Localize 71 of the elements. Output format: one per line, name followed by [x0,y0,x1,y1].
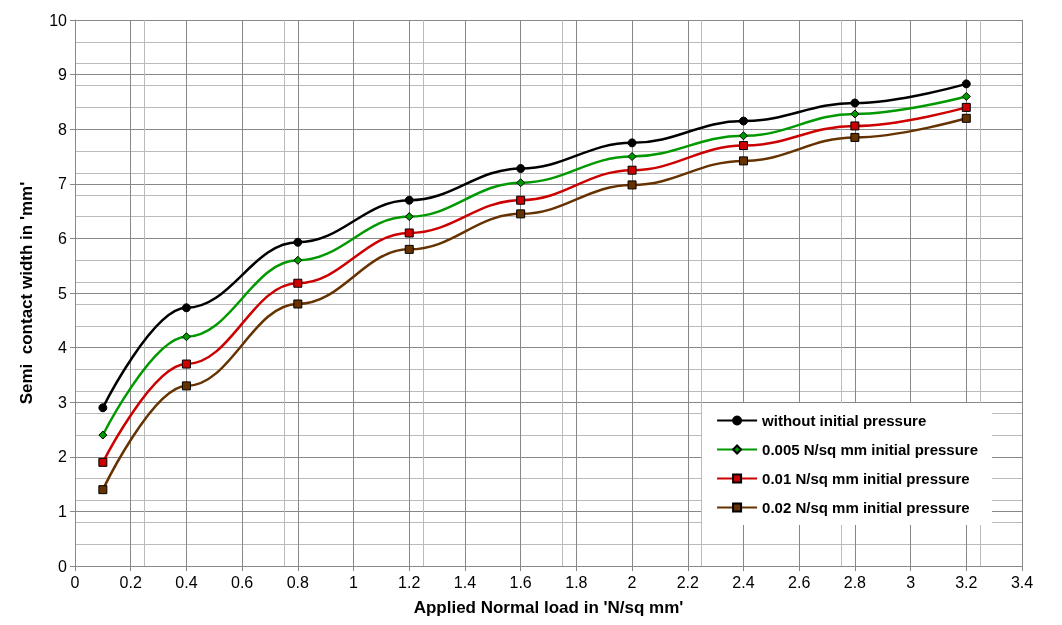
point [516,164,526,174]
point [404,195,414,205]
y-tick-label: 2 [58,448,68,466]
point [98,403,108,413]
point [850,121,860,131]
point [627,165,637,175]
point [850,98,860,108]
y-tick-label: 1 [58,502,68,520]
point [627,138,637,148]
x-tick-label: 1.2 [398,573,421,591]
y-tick-label: 0 [58,557,68,575]
x-tick-label: 2.4 [732,573,755,591]
point [738,131,748,141]
point [627,180,637,190]
y-tick-label: 3 [58,393,68,411]
x-tick-label: 2 [627,573,637,591]
point [738,116,748,126]
point [98,485,108,495]
point [293,255,303,265]
x-tick-label: 1.4 [453,573,477,591]
point [404,244,414,254]
point [181,332,191,342]
y-tick-label: 4 [58,339,68,357]
point [516,209,526,219]
point [961,113,971,123]
x-tick-label: 1 [349,573,359,591]
point [293,299,303,309]
y-tick-label: 7 [58,175,68,193]
point [181,381,191,391]
point [404,212,414,222]
x-axis-title: Applied Normal load in 'N/sq mm' [413,598,684,617]
point [516,195,526,205]
point [961,102,971,112]
x-tick-label: 3.2 [955,573,978,591]
legend-label: 0.005 N/sq mm initial pressure [762,441,979,458]
y-tick-label: 6 [58,229,68,247]
y-tick-label: 9 [58,66,68,84]
legend-label: 0.02 N/sq mm initial pressure [762,499,970,516]
point [181,303,191,313]
point [627,152,637,162]
legend-label: 0.01 N/sq mm initial pressure [762,470,970,487]
point [181,359,191,369]
point [961,79,971,89]
x-tick-label: 2.2 [676,573,699,591]
x-tick-label: 1.6 [509,573,532,591]
point [961,91,971,101]
x-tick-label: 3 [906,573,916,591]
x-tick-label: 0.6 [230,573,254,591]
point [98,430,108,440]
x-tick-label: 2.8 [843,573,867,591]
point [293,237,303,247]
legend-label: without initial pressure [761,412,927,429]
y-axis-title: Semi contact width in 'mm' [17,181,36,405]
y-tick-label: 10 [49,11,68,29]
point [738,141,748,151]
point [516,178,526,188]
point [98,457,108,467]
x-tick-label: 0.8 [286,573,310,591]
x-tick-label: 1.8 [565,573,588,591]
x-tick-label: 0 [70,573,80,591]
y-tick-label: 5 [58,284,68,302]
x-tick-label: 0.4 [175,573,198,591]
y-tick-label: 8 [58,120,68,138]
point [850,109,860,119]
point [738,156,748,166]
point [850,132,860,142]
x-tick-label: 3.4 [1010,573,1034,591]
point [404,228,414,238]
x-tick-label: 0.2 [119,573,142,591]
point [293,278,303,288]
x-tick-label: 2.6 [788,573,811,591]
